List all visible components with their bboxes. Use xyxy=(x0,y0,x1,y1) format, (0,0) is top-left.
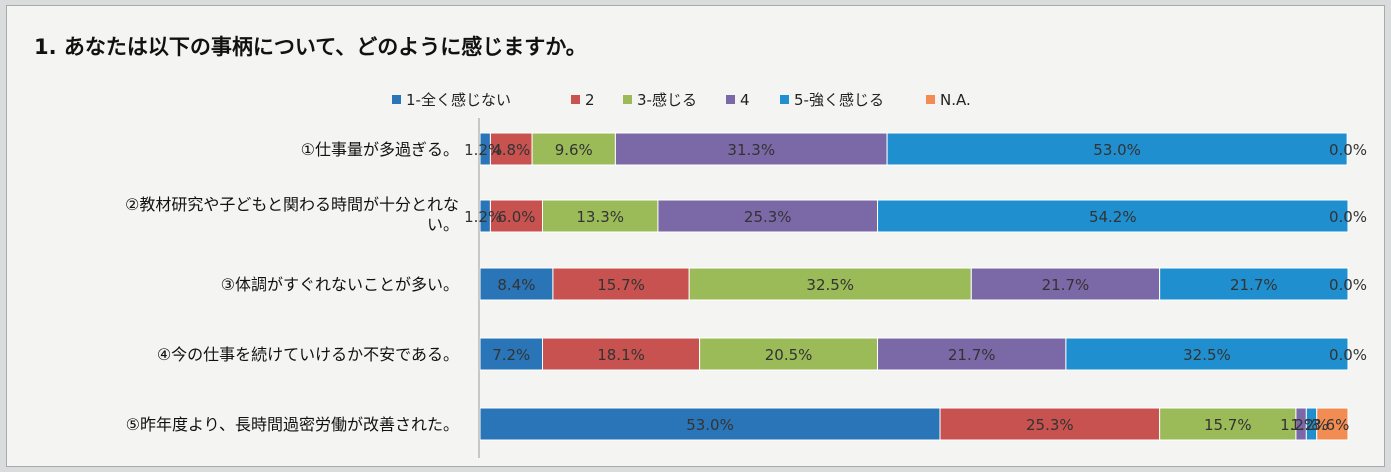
category-label: ③体調がすぐれないことが多い。 xyxy=(221,275,459,294)
category-label: ②教材研究や子どもと関わる時間が十分とれな xyxy=(125,195,459,214)
data-label: 9.6% xyxy=(555,141,593,159)
legend-swatch xyxy=(726,95,735,104)
data-label: 15.7% xyxy=(1204,416,1252,434)
data-label: 0.0% xyxy=(1329,208,1367,226)
data-label: 32.5% xyxy=(1183,346,1231,364)
data-labels: 1.2%4.8% 9.6% 31.3% 53.0% 0.0%1.2%6.0% 13.3% 2… xyxy=(464,141,1367,434)
category-label: ④今の仕事を続けていけるか不安である。 xyxy=(157,345,459,364)
bar-segment xyxy=(877,337,1067,371)
legend: 1-全く感じない 2 3-感じる 4 5-強く感じる N.A. xyxy=(392,91,971,109)
bar-segment xyxy=(489,199,543,233)
legend-swatch xyxy=(780,95,789,104)
bar-segment xyxy=(970,267,1161,301)
chart-frame: 1. あなたは以下の事柄について、どのように感じますか。 1-全く感じない 2 3-… xyxy=(6,5,1385,467)
bar-segment xyxy=(614,132,888,166)
data-label: 15.7% xyxy=(597,276,645,294)
data-label: 0.0% xyxy=(1329,346,1367,364)
legend-label: 2 xyxy=(585,91,595,109)
bar-segment xyxy=(541,199,659,233)
data-label: 21.7% xyxy=(1230,276,1278,294)
bar-segment xyxy=(877,199,1349,233)
legend-swatch xyxy=(571,95,580,104)
data-label: 8.4% xyxy=(497,276,535,294)
bar-segment xyxy=(1159,267,1349,301)
legend-label: N.A. xyxy=(940,91,971,109)
bar-segment xyxy=(886,132,1348,166)
data-label: 53.0% xyxy=(1093,141,1141,159)
bar-segment xyxy=(541,337,701,371)
chart-title: 1. あなたは以下の事柄について、どのように感じますか。 xyxy=(34,35,587,59)
bar-segment xyxy=(1316,407,1349,441)
data-label: 1.2% xyxy=(464,141,502,159)
data-label: 25.3% xyxy=(1026,416,1074,434)
legend-label: 1-全く感じない xyxy=(406,91,511,109)
bar-segment xyxy=(688,267,972,301)
bar-segment xyxy=(1159,407,1297,441)
bars xyxy=(479,132,1349,441)
data-label: 31.3% xyxy=(727,141,775,159)
bar-segment xyxy=(479,407,941,441)
bar-segment xyxy=(531,132,616,166)
data-label: 18.1% xyxy=(597,346,645,364)
data-label: 7.2% xyxy=(492,346,530,364)
data-label: 4.8% xyxy=(492,141,530,159)
legend-label: 5-強く感じる xyxy=(794,91,884,109)
category-label: い。 xyxy=(427,215,459,234)
data-label: 21.7% xyxy=(1042,276,1090,294)
data-label: 32.5% xyxy=(806,276,854,294)
data-label: 0.0% xyxy=(1329,141,1367,159)
data-label: 1.2% xyxy=(1290,416,1328,434)
data-label: 1.2% xyxy=(1280,416,1318,434)
legend-label: 4 xyxy=(740,91,750,109)
data-label: 53.0% xyxy=(686,416,734,434)
stacked-bar-chart: 1. あなたは以下の事柄について、どのように感じますか。 1-全く感じない 2 3-… xyxy=(34,35,1367,458)
data-label: 25.3% xyxy=(744,208,792,226)
data-label: 6.0% xyxy=(497,208,535,226)
bar-segment xyxy=(1065,337,1349,371)
data-label: 3.6% xyxy=(1311,416,1349,434)
data-label: 21.7% xyxy=(948,346,996,364)
bar-segment xyxy=(699,337,879,371)
data-label: 13.3% xyxy=(576,208,624,226)
data-label: 1.2% xyxy=(464,208,502,226)
legend-swatch xyxy=(392,95,401,104)
data-label: 0.0% xyxy=(1329,276,1367,294)
category-label: ①仕事量が多過ぎる。 xyxy=(301,140,459,159)
legend-label: 3-感じる xyxy=(637,91,697,109)
bar-segment xyxy=(479,267,554,301)
data-label: 20.5% xyxy=(765,346,813,364)
bar-segment xyxy=(939,407,1161,441)
category-label: ⑤昨年度より、長時間過密労働が改善された。 xyxy=(126,415,459,434)
legend-swatch xyxy=(623,95,632,104)
data-label: 54.2% xyxy=(1089,208,1137,226)
bar-segment xyxy=(657,199,879,233)
legend-swatch xyxy=(926,95,935,104)
